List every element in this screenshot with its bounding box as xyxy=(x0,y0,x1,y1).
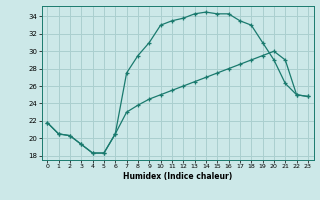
X-axis label: Humidex (Indice chaleur): Humidex (Indice chaleur) xyxy=(123,172,232,181)
